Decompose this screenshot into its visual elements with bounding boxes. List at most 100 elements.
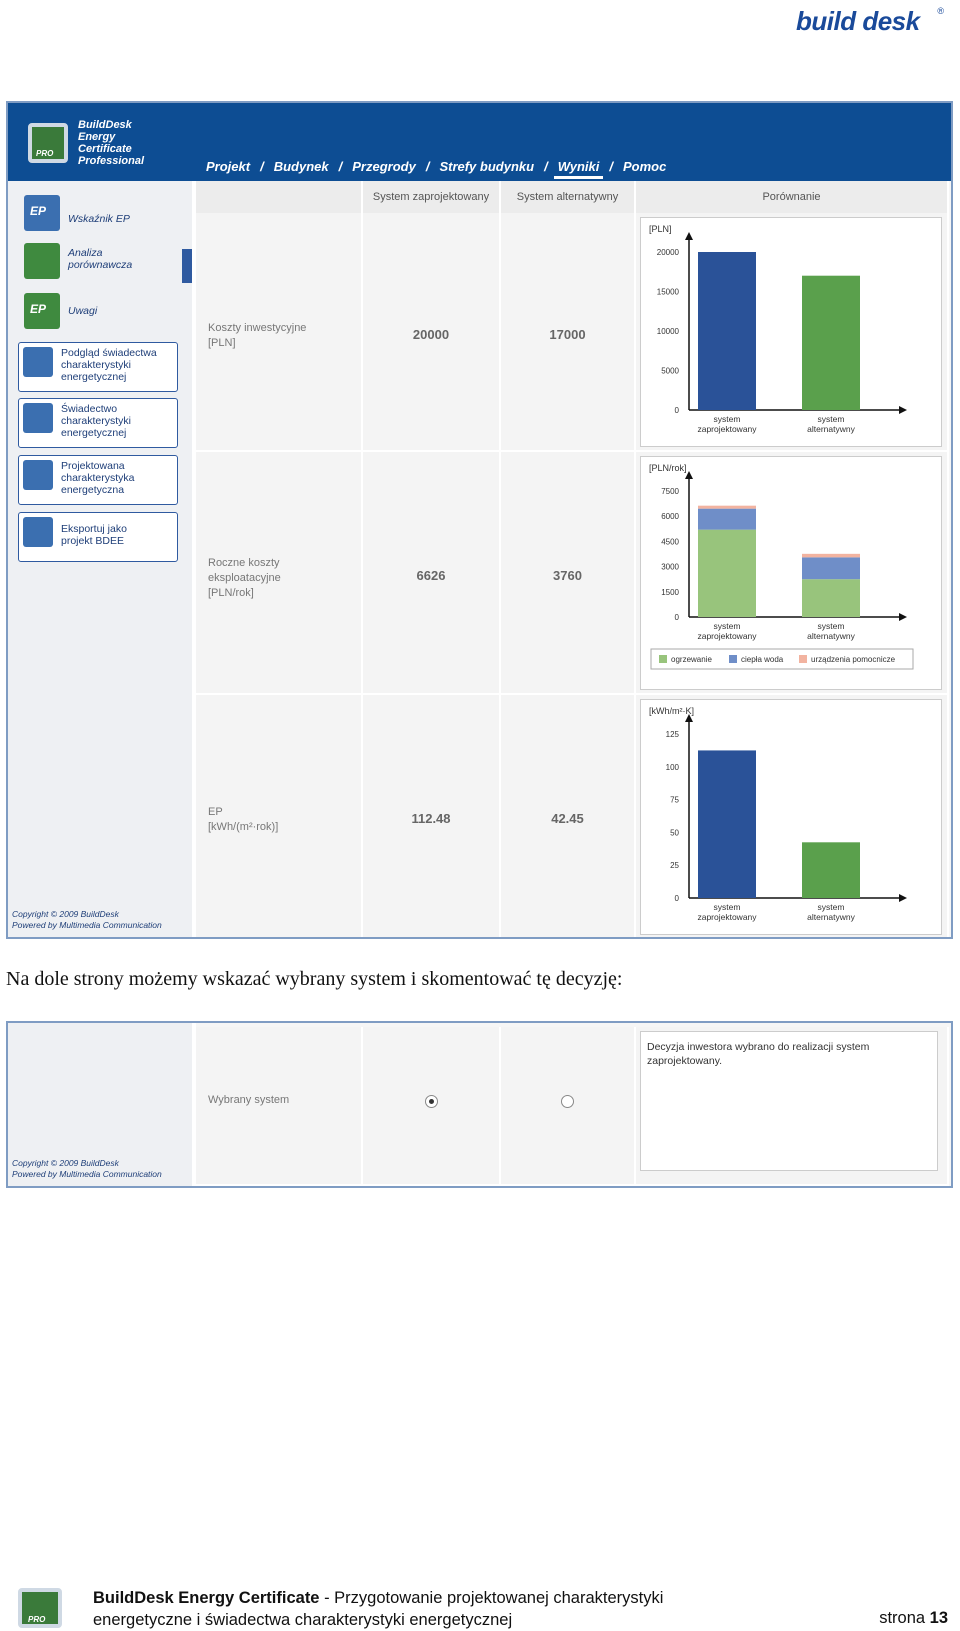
bar [698,252,756,410]
x-tick-label: system [818,621,845,631]
footer-title: BuildDesk Energy Certificate - Przygotow… [93,1589,664,1629]
sidebar-item-eksport[interactable]: Eksportuj jako projekt BDEE [18,512,178,562]
sidebar-active-marker [182,249,192,283]
bar [802,557,860,580]
x-tick-label: alternatywny [807,631,855,641]
builddesk-logo-text: build desk [796,6,920,36]
col-header-comparison: Porównanie [636,181,949,213]
chart-y-unit: [PLN/rok] [649,463,687,473]
sidebar-item-wskaznik[interactable]: EP Wskaźnik EP [24,195,184,231]
y-tick-label: 0 [675,894,680,903]
sidebar-item-uwagi[interactable]: EP Uwagi [24,293,184,329]
x-axis-arrow [899,613,907,621]
legend-box [650,648,914,670]
chart-y-unit: [PLN] [649,224,672,234]
chart-ep: [kWh/m²·K] 0 25 50 75 100 125 system zaprojektow… [640,699,942,935]
sidebar-item-projektowana[interactable]: Projektowana charakterystyka energetyczna [18,455,178,505]
ep-icon: EP [24,195,60,231]
radio-designed-system[interactable] [425,1095,438,1108]
y-tick-label: 1500 [661,588,679,597]
nav-przegrody[interactable]: Przegrody [352,159,416,174]
value-designed: 6626 [416,568,446,583]
y-tick-label: 15000 [657,288,680,297]
value-designed: 112.48 [411,811,451,826]
app-screenshot-selection: Copyright © 2009 BuildDesk Powered by Mul… [6,1021,953,1188]
copyright: Copyright © 2009 BuildDesk Powered by Mul… [12,1158,162,1179]
calculator-icon [23,460,53,490]
nav-pomoc[interactable]: Pomoc [622,159,667,174]
bar [802,275,860,410]
x-tick-label: zaprojektowany [697,912,757,922]
chart-investment: [PLN] 0 5000 10000 15000 20000 system zaprojekt… [640,217,942,447]
y-tick-label: 0 [675,613,680,622]
legend-label: urządzenia pomocnicze [811,655,896,664]
x-tick-label: alternatywny [807,424,855,434]
legend-label: ciepła woda [741,655,784,664]
sidebar: EP Wskaźnik EP Analiza porównawcza EP Uwa… [8,181,192,937]
bar [802,842,860,898]
x-tick-label: system [714,414,741,424]
x-axis-arrow [899,894,907,902]
sidebar-item-swiadectwo[interactable]: Świadectwo charakterystyki energetycznej [18,398,178,448]
y-tick-label: 75 [670,796,679,805]
app-logo: PRO BuildDesk Energy Certificate Profession… [22,115,182,175]
builddesk-logo: build desk ® [796,6,946,40]
y-tick-label: 50 [670,828,679,837]
x-tick-label: alternatywny [807,912,855,922]
x-tick-label: system [714,902,741,912]
house-chart-icon [24,243,60,279]
app-logo-icon: PRO [28,123,68,163]
sidebar: Copyright © 2009 BuildDesk Powered by Mul… [8,1023,192,1186]
chart-operating-costs: [PLN/rok] 0 1500 3000 4500 6000 7500 system zapr… [640,456,942,690]
warning-ep-icon: EP [24,293,60,329]
page-number: strona 13 [879,1609,948,1627]
y-tick-label: 0 [675,406,680,415]
app-logo-name: BuildDesk Energy Certificate Professional [78,119,145,167]
bar [698,508,756,530]
value-alternative: 17000 [549,327,586,342]
nav-strefy[interactable]: Strefy budynku [439,159,535,174]
app-screenshot-results: PRO BuildDesk Energy Certificate Profession… [6,101,953,939]
x-axis-arrow [899,406,907,414]
y-tick-label: 25 [670,861,679,870]
bar [698,505,756,509]
y-axis-arrow [685,232,693,240]
bar [802,553,860,558]
export-icon [23,517,53,547]
nav-wyniki[interactable]: Wyniki [553,159,604,179]
sidebar-item-analiza[interactable]: Analiza porównawcza [24,243,184,279]
legend-label: ogrzewanie [671,655,712,664]
row-label: Koszty inwestycyjne [PLN] [208,322,307,349]
legend-swatch [659,655,667,663]
value-alternative: 42.45 [551,811,584,826]
chart-y-unit: [kWh/m²·K] [649,706,694,716]
y-tick-label: 100 [666,763,680,772]
y-tick-label: 4500 [661,537,679,546]
legend-swatch [799,655,807,663]
row-label-cell: Koszty inwestycyjne [PLN] [196,213,363,452]
copyright: Copyright © 2009 BuildDesk Powered by Mul… [12,909,162,930]
certificate-preview-icon [23,347,53,377]
x-tick-label: system [818,902,845,912]
y-axis-arrow [685,714,693,722]
main-nav: Projekt / Budynek / Przegrody / Strefy budy… [202,159,670,179]
x-tick-label: system [714,621,741,631]
radio-alternative-system[interactable] [561,1095,574,1108]
y-axis-arrow [685,471,693,479]
bar [698,750,756,898]
x-tick-label: system [818,414,845,424]
app-header: PRO BuildDesk Energy Certificate Profession… [8,103,951,181]
nav-projekt[interactable]: Projekt [206,159,251,174]
y-tick-label: 20000 [657,248,680,257]
y-tick-label: 5000 [661,367,679,376]
comment-textarea[interactable]: Decyzja inwestora wybrano do realizacji … [640,1031,938,1171]
legend-swatch [729,655,737,663]
sidebar-item-podglad[interactable]: Podgląd świadectwa charakterystyki energet… [18,342,178,392]
y-tick-label: 3000 [661,563,679,572]
results-table: System zaprojektowany System alternatywn… [196,181,951,937]
col-header-designed: System zaprojektowany [363,181,501,213]
registered-mark: ® [937,6,944,16]
chosen-system-label: Wybrany system [208,1094,290,1106]
nav-budynek[interactable]: Budynek [273,159,329,174]
row-label: Roczne koszty eksploatacyjne [PLN/rok] [208,557,281,599]
